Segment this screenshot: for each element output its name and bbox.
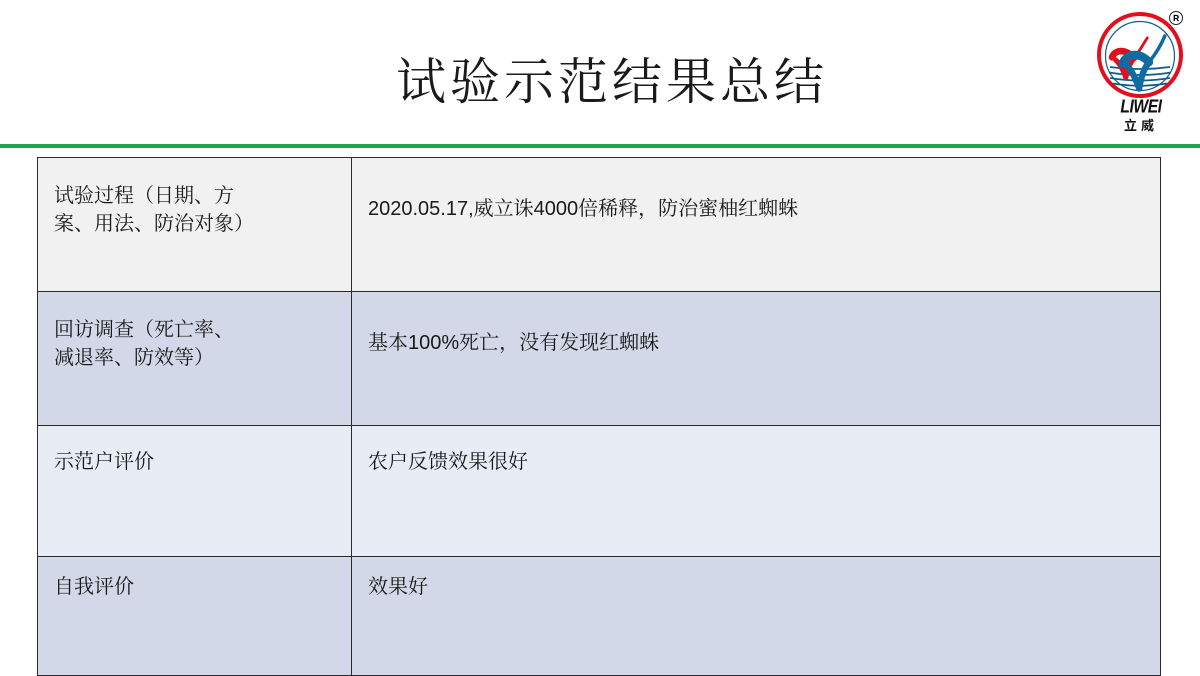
svg-text:R: R (1173, 13, 1179, 23)
